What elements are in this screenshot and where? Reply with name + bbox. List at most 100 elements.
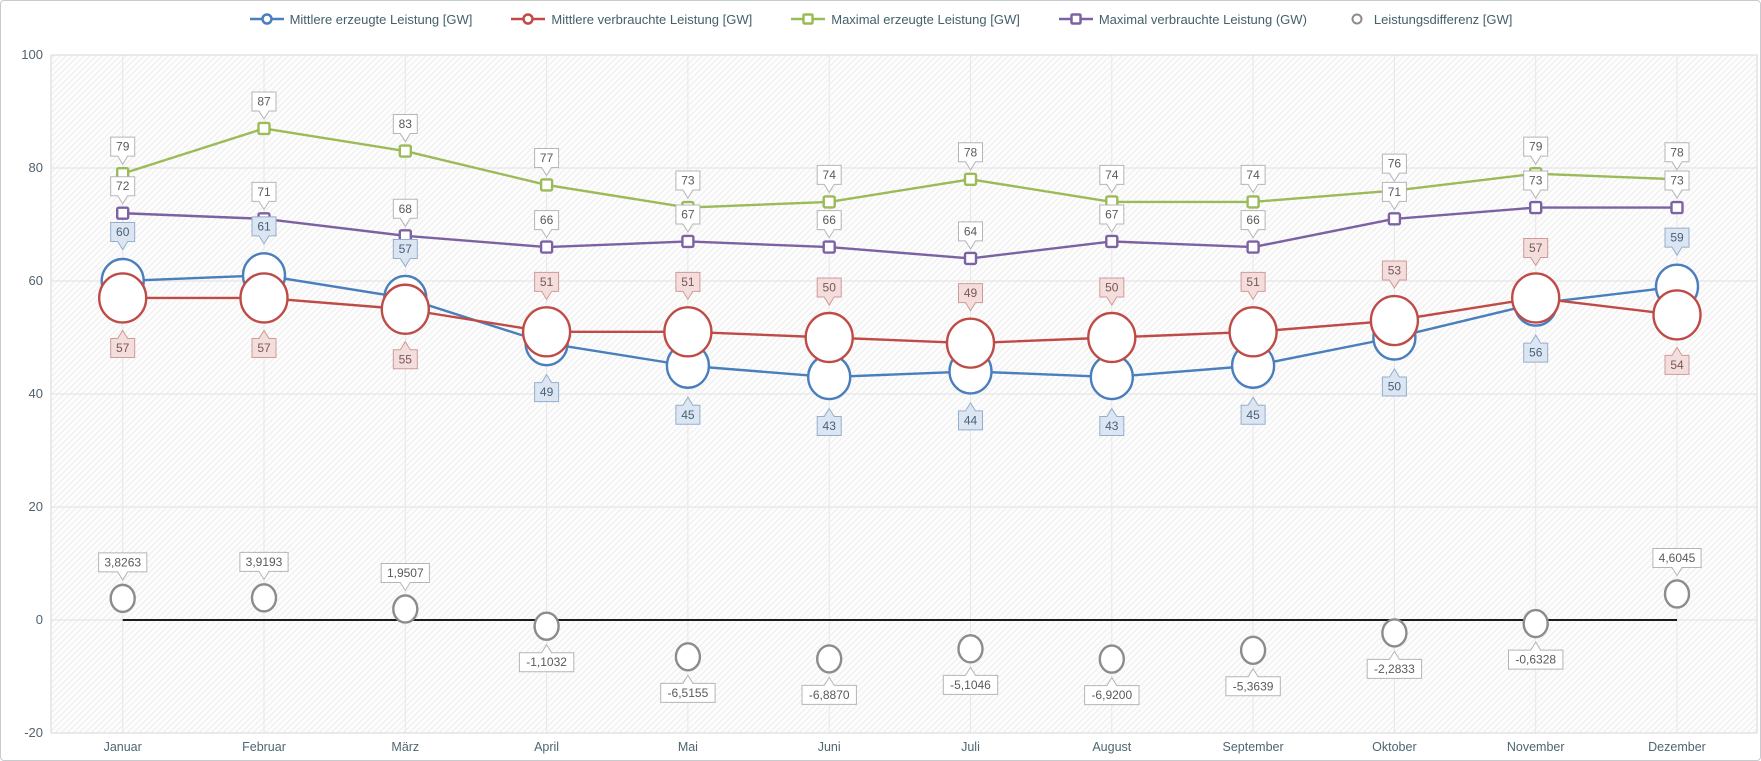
data-point-marker[interactable] <box>804 311 854 364</box>
data-point-marker[interactable] <box>1670 200 1684 215</box>
data-label-callout <box>392 114 418 143</box>
data-label-callout <box>1381 260 1407 289</box>
data-point-marker[interactable] <box>945 317 996 369</box>
data-label-value: -5,1046 <box>950 678 991 692</box>
y-axis-tick-label: 80 <box>29 160 43 175</box>
data-label-value: 56 <box>1529 346 1543 360</box>
legend-item-leistungsdifferenz[interactable]: Leistungsdifferenz [GW] <box>1345 11 1513 27</box>
data-label-value: 66 <box>540 213 554 227</box>
data-label-callout <box>1523 334 1549 363</box>
data-point-marker[interactable] <box>1663 579 1691 609</box>
data-label-callout <box>942 666 999 695</box>
data-label-value: 3,9193 <box>246 555 283 569</box>
x-axis-month-label: August <box>1092 740 1131 754</box>
data-point-marker[interactable] <box>539 178 554 192</box>
data-label-callout <box>816 164 842 194</box>
data-point-marker[interactable] <box>963 251 978 266</box>
data-point-marker[interactable] <box>822 240 836 254</box>
data-label-callout <box>251 216 277 245</box>
legend-item-mittlere-verbrauchte[interactable]: Mittlere verbrauchte Leistung [GW] <box>510 12 752 27</box>
data-label-callout <box>958 283 983 312</box>
data-point-marker[interactable] <box>1246 240 1260 254</box>
data-point-marker[interactable] <box>1528 200 1543 215</box>
series-labels-mittlere-verbrauchte-leistung-gw: 57 57 55 51 51 50 49 50 51 53 57 54 <box>110 237 1690 375</box>
data-label-value: 74 <box>823 168 837 182</box>
data-point-marker[interactable] <box>1246 195 1260 209</box>
data-point-marker[interactable] <box>115 206 130 220</box>
data-label-value: 73 <box>1529 174 1543 188</box>
data-label-value: 51 <box>1246 275 1260 289</box>
data-point-marker[interactable] <box>97 272 148 324</box>
data-point-marker[interactable] <box>1652 289 1702 341</box>
data-point-marker[interactable] <box>681 234 695 249</box>
data-label-value: 76 <box>1388 157 1402 171</box>
data-label-value: 50 <box>1105 281 1119 295</box>
data-point-marker[interactable] <box>392 594 419 624</box>
data-label-callout <box>816 277 842 306</box>
data-label-value: 78 <box>1670 145 1684 159</box>
y-axis-tick-label: 100 <box>21 47 43 62</box>
data-label-callout <box>1240 210 1266 239</box>
data-point-marker[interactable] <box>521 306 572 358</box>
data-label-callout <box>675 396 701 425</box>
data-label-callout <box>1523 136 1549 166</box>
data-point-marker[interactable] <box>963 172 978 187</box>
data-label-value: 68 <box>399 202 413 216</box>
data-point-marker[interactable] <box>1369 294 1420 347</box>
data-label-callout <box>239 551 289 581</box>
data-point-marker[interactable] <box>674 642 702 672</box>
data-label-callout <box>1664 227 1690 257</box>
data-label-callout <box>1099 164 1125 194</box>
data-point-marker[interactable] <box>663 306 713 358</box>
data-label-callout <box>816 407 842 437</box>
legend-item-mittlere-erzeugte[interactable]: Mittlere erzeugte Leistung [GW] <box>249 12 472 27</box>
y-axis-tick-label: 40 <box>29 386 43 401</box>
data-point-marker[interactable] <box>539 240 554 254</box>
data-point-marker[interactable] <box>1510 272 1561 324</box>
legend-item-label: Leistungsdifferenz [GW] <box>1373 11 1513 27</box>
data-point-marker[interactable] <box>1087 311 1137 364</box>
data-label-value: 64 <box>964 224 978 238</box>
data-label-callout <box>1366 650 1423 679</box>
data-label-value: 43 <box>1105 419 1119 433</box>
data-point-marker[interactable] <box>257 121 271 136</box>
data-point-marker[interactable] <box>1387 212 1402 226</box>
data-label-value: 4,6045 <box>1659 551 1696 565</box>
data-point-marker[interactable] <box>239 272 289 324</box>
data-label-callout <box>1099 407 1125 437</box>
data-label-callout <box>1381 368 1407 397</box>
data-label-value: 55 <box>399 352 413 366</box>
data-label-callout <box>1381 153 1407 183</box>
data-label-callout <box>110 136 136 166</box>
data-point-marker[interactable] <box>533 611 560 641</box>
data-point-marker[interactable] <box>1228 306 1278 358</box>
data-point-marker[interactable] <box>1098 644 1126 674</box>
data-label-callout <box>1523 170 1549 199</box>
series-markers-maximal-verbrauchte-leistung-gw <box>115 200 1684 266</box>
data-point-marker[interactable] <box>822 195 836 209</box>
data-label-value: 57 <box>116 341 130 355</box>
data-point-marker[interactable] <box>398 144 412 158</box>
data-label-value: 72 <box>116 179 130 193</box>
data-label-callout <box>110 176 136 205</box>
data-point-marker[interactable] <box>109 583 136 614</box>
legend-line-square-icon <box>791 13 826 25</box>
legend-item-maximal-erzeugte[interactable]: Maximal erzeugte Leistung [GW] <box>790 12 1020 27</box>
data-point-marker[interactable] <box>1381 618 1408 648</box>
data-label-callout <box>1664 170 1690 199</box>
data-label-value: 45 <box>1246 408 1260 422</box>
data-label-callout <box>958 401 983 431</box>
data-point-marker[interactable] <box>957 634 984 664</box>
data-label-value: 57 <box>1529 241 1543 255</box>
data-label-value: 59 <box>1670 231 1684 245</box>
data-point-marker[interactable] <box>1239 635 1267 666</box>
data-point-marker[interactable] <box>380 283 430 335</box>
data-label-callout <box>1523 237 1549 267</box>
legend-item-maximal-verbrauchte[interactable]: Maximal verbrauchte Leistung (GW) <box>1058 12 1307 27</box>
data-point-marker[interactable] <box>1105 234 1119 249</box>
data-point-marker[interactable] <box>1522 608 1549 639</box>
data-point-marker[interactable] <box>816 644 843 674</box>
data-label-callout <box>1664 346 1690 375</box>
data-point-marker[interactable] <box>250 583 278 613</box>
data-label-value: 45 <box>681 408 695 422</box>
